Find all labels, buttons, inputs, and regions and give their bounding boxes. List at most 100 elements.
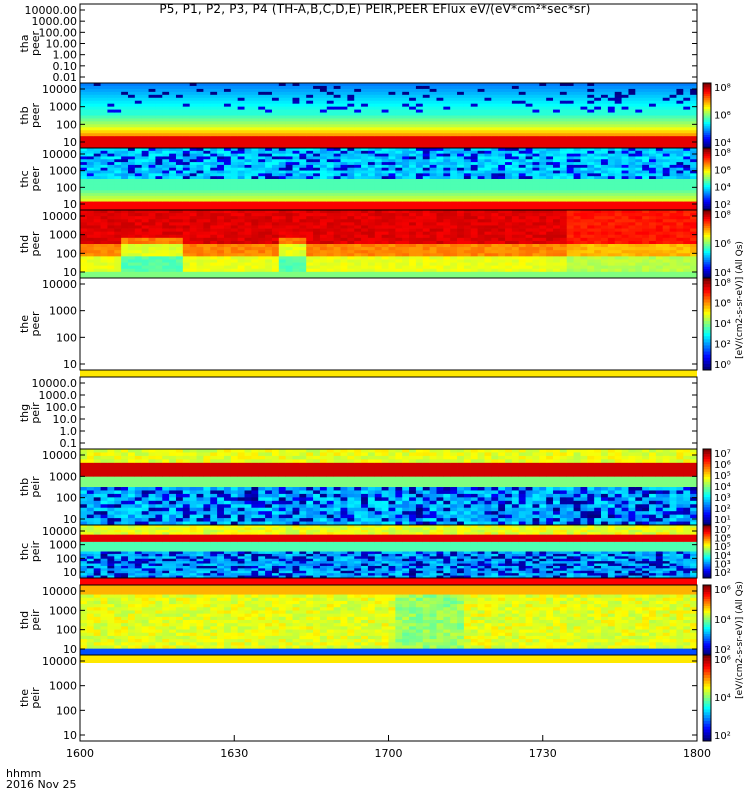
colorbar: 10⁶ 10⁴ 10² — [702, 584, 731, 656]
colorbar-tick-label: 10⁶ — [714, 534, 731, 545]
chart-title: P5, P1, P2, P3, P4 (TH-A,B,C,D,E) PEIR,P… — [159, 2, 591, 16]
y-tick-label: 100 — [56, 492, 77, 505]
panel-the-peer: 10000 1000 100 10 thepeer 10⁸ 10⁶ 10⁴ 10² 10⁰ — [18, 277, 731, 377]
colorbar-tick-label: 10⁶ — [714, 655, 731, 666]
x-tick-label: 1600 — [66, 747, 94, 760]
panel-thc-peer: 10000 1000 100 10 thcpeer 10⁸ 10⁶ 10⁴ 10² — [18, 147, 731, 211]
panel-the-peir: 10000 1000 100 10 thepeir 10⁶ 10⁴ 10² — [18, 654, 731, 742]
colorbar-tick-label: 10² — [714, 645, 731, 656]
colorbar-tick-label: 10⁶ — [714, 460, 731, 471]
y-tick-label: 10 — [63, 136, 77, 149]
colorbar-tick-label: 10⁶ — [714, 239, 731, 250]
y-tick-label: 100 — [56, 181, 77, 194]
colorbar-tick-label: 10⁸ — [714, 278, 731, 289]
y-tick-label: 10000 — [42, 449, 77, 462]
x-tick-label: 1730 — [529, 747, 557, 760]
panel-frame — [79, 3, 698, 84]
y-tick-label: 10000 — [42, 210, 77, 223]
y-tick-label: 10000.0 — [32, 377, 78, 390]
y-tick-label: 1000 — [49, 539, 77, 552]
y-tick-label: 10000 — [42, 148, 77, 161]
y-tick-label: 1000 — [49, 165, 77, 178]
colorbar-tick-label: 10⁴ — [714, 268, 731, 279]
y-tick-label: 100 — [56, 247, 77, 260]
y-tick-label: 10000 — [42, 83, 77, 96]
x-tick-label: 1630 — [220, 747, 248, 760]
y-tick-label: 1000 — [49, 470, 77, 483]
panel-label: thapeer — [18, 31, 42, 57]
colorbar-tick-label: 10⁵ — [714, 471, 731, 482]
colorbar-tick-label: 10⁶ — [714, 299, 731, 310]
colorbar-tick-label: 10⁷ — [714, 449, 731, 460]
colorbar-tick-label: 10⁴ — [714, 693, 731, 704]
panel-thb-peer: 10000 1000 100 10 thbpeer 10⁸ 10⁶ 10⁴ — [18, 82, 731, 149]
colorbar-tick-label: 10⁸ — [714, 83, 731, 94]
panel-label: thepeir — [18, 687, 42, 709]
y-tick-label: 100 — [56, 552, 77, 565]
y-tick-label: 1000 — [49, 101, 77, 114]
y-tick-label: 100 — [56, 118, 77, 131]
y-tick-label: 10 — [63, 729, 77, 742]
colorbar-unit-label: [eV/(cm2-s-sr-eV)] (All Qs) — [735, 241, 745, 359]
x-axis-label-hhmm: hhmm — [6, 767, 42, 780]
y-tick-label: 10000 — [42, 655, 77, 668]
panel-frame — [79, 277, 698, 371]
y-tick-label: 0.1 — [60, 437, 78, 450]
colorbar-tick-label: 10⁸ — [714, 210, 731, 221]
x-axis-label-date: 2016 Nov 25 — [6, 778, 77, 791]
x-tick-label: 1800 — [683, 747, 711, 760]
colorbar-tick-label: 10⁶ — [714, 585, 731, 596]
colorbar-tick-label: 10⁰ — [714, 360, 731, 371]
colorbar-tick-label: 10³ — [714, 493, 731, 504]
panel-frame — [79, 654, 698, 742]
colorbar-tick-label: 10⁵ — [714, 542, 731, 553]
panel-label: thepeer — [18, 311, 42, 337]
panel-frame — [79, 376, 698, 450]
y-tick-label: 100.00 — [39, 26, 78, 39]
colorbar-tick-label: 10⁴ — [714, 615, 731, 626]
colorbar-tick-label: 10⁷ — [714, 525, 731, 536]
y-tick-label: 100 — [56, 624, 77, 637]
y-tick-label: 10.0 — [53, 413, 78, 426]
colorbar-tick-label: 10⁶ — [714, 111, 731, 122]
colorbar-tick-label: 10⁴ — [714, 551, 731, 562]
colorbar-tick-label: 10² — [714, 568, 731, 579]
colorbar-tick-label: 10² — [714, 504, 731, 515]
y-tick-label: 1.00 — [53, 49, 78, 62]
panel-label: thdpeir — [18, 609, 42, 631]
y-tick-label: 1000.00 — [32, 15, 78, 28]
colorbar-tick-label: 10⁴ — [714, 138, 731, 149]
y-tick-label: 100 — [56, 331, 77, 344]
y-tick-label: 1.0 — [60, 425, 78, 438]
panel-thd-peir: 10000 1000 100 10 thdpeir 10⁶ 10⁴ 10² — [18, 584, 731, 663]
y-tick-label: 10 — [63, 266, 77, 279]
panel-label: thdpeer — [18, 231, 42, 257]
panel-thb-peir: 10000 1000 100 10 thbpeir 10⁷10⁶10⁵10⁴10³10²1… — [18, 448, 731, 526]
colorbar-tick-label: 10⁴ — [714, 319, 731, 330]
colorbar: 10⁶ 10⁴ 10² — [702, 654, 731, 742]
quality-band — [80, 370, 697, 377]
panel-thd-peer: 10000 1000 100 10 thdpeer 10⁸ 10⁶ 10⁴ — [18, 209, 731, 279]
y-tick-label: 1000 — [49, 305, 77, 318]
panel-label: thcpeir — [18, 540, 42, 562]
colorbar-unit-label: [eV/(cm2-s-sr-eV)] (All Qs) — [735, 581, 745, 699]
colorbar-tick-label: 10⁴ — [714, 183, 731, 194]
y-tick-label: 0.10 — [53, 60, 78, 73]
y-tick-label: 10 — [63, 513, 77, 526]
y-tick-label: 100.0 — [46, 401, 78, 414]
y-tick-label: 10 — [63, 198, 77, 211]
colorbar: 10⁸ 10⁶ 10⁴ — [702, 82, 731, 149]
colorbar-tick-label: 10⁸ — [714, 148, 731, 159]
colorbar: 10⁸ 10⁶ 10⁴ — [702, 209, 731, 279]
colorbar-tick-label: 10³ — [714, 559, 731, 570]
y-tick-label: 0.01 — [53, 71, 78, 84]
colorbar: 10⁸ 10⁶ 10⁴ 10² 10⁰ — [702, 277, 731, 371]
y-tick-label: 1000 — [49, 604, 77, 617]
y-tick-label: 10000 — [42, 278, 77, 291]
colorbar-tick-label: 10¹ — [714, 515, 731, 526]
